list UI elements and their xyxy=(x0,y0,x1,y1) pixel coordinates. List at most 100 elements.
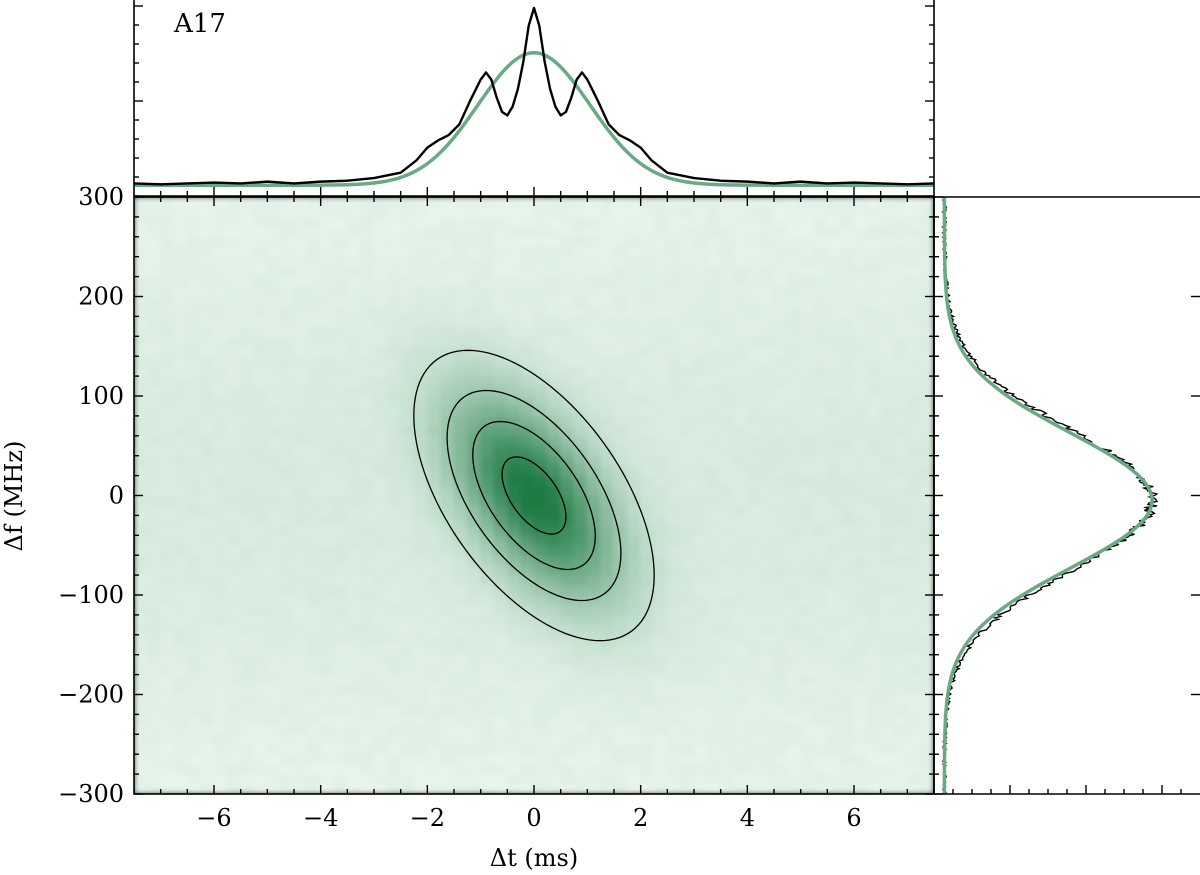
heatmap-cell xyxy=(293,544,308,556)
heatmap-cell xyxy=(880,256,895,268)
heatmap-cell xyxy=(146,564,162,576)
heatmap-cell xyxy=(280,634,295,646)
heatmap-cell xyxy=(426,385,442,397)
heatmap-cell xyxy=(173,395,188,407)
heatmap-cell xyxy=(800,365,815,377)
heatmap-cell xyxy=(386,256,402,268)
heatmap-cell xyxy=(560,256,575,268)
heatmap-cell xyxy=(426,206,442,218)
heatmap-cell xyxy=(680,365,695,377)
heatmap-cell xyxy=(893,325,908,337)
heatmap-cell xyxy=(266,783,282,794)
heatmap-cell xyxy=(573,315,588,327)
heatmap-cell xyxy=(733,514,748,526)
heatmap-cell xyxy=(173,455,188,467)
heatmap-cell xyxy=(213,604,228,616)
heatmap-cell xyxy=(533,395,548,407)
heatmap-cell xyxy=(653,405,668,417)
heatmap-cell xyxy=(226,236,242,248)
heatmap-cell xyxy=(733,355,748,367)
heatmap-cell xyxy=(146,445,162,457)
heatmap-cell xyxy=(680,256,695,268)
heatmap-cell xyxy=(266,435,282,447)
heatmap-cell xyxy=(666,246,682,258)
heatmap-cell xyxy=(786,584,802,596)
heatmap-cell xyxy=(893,256,908,268)
heatmap-cell xyxy=(853,694,868,705)
heatmap-cell xyxy=(200,335,215,347)
heatmap-cell xyxy=(920,495,934,506)
heatmap-cell xyxy=(866,395,882,407)
heatmap-cell xyxy=(813,763,828,775)
heatmap-cell xyxy=(533,475,548,487)
heatmap-cell xyxy=(320,783,335,794)
heatmap-cell xyxy=(426,644,442,656)
heatmap-cell xyxy=(226,296,242,307)
heatmap-cell xyxy=(134,753,148,765)
heatmap-cell xyxy=(306,236,322,248)
heatmap-cell xyxy=(880,703,895,715)
heatmap-cell xyxy=(346,664,362,676)
heatmap-cell xyxy=(306,355,322,367)
heatmap-cell xyxy=(466,674,482,686)
heatmap-cell xyxy=(693,684,708,695)
heatmap-cell xyxy=(813,375,828,387)
heatmap-cell xyxy=(826,504,842,516)
heatmap-cell xyxy=(134,723,148,735)
heatmap-cell xyxy=(573,425,588,437)
heatmap-cell xyxy=(146,266,162,278)
heatmap-cell xyxy=(426,763,442,775)
heatmap-cell xyxy=(586,534,602,546)
heatmap-cell xyxy=(493,296,508,307)
heatmap-cell xyxy=(306,197,322,208)
heatmap-cell xyxy=(746,256,762,268)
heatmap-cell xyxy=(306,773,322,785)
heatmap-cell xyxy=(213,584,228,596)
heatmap-cell xyxy=(293,315,308,327)
heatmap-cell xyxy=(520,286,535,297)
heatmap-cell xyxy=(373,495,388,506)
heatmap-cell xyxy=(333,266,348,278)
heatmap-cell xyxy=(426,554,442,566)
heatmap-cell xyxy=(146,405,162,417)
heatmap-cell xyxy=(213,504,228,516)
heatmap-cell xyxy=(906,445,922,457)
heatmap-cell xyxy=(346,276,362,288)
heatmap-cell xyxy=(226,475,242,487)
heatmap-cell xyxy=(493,435,508,447)
heatmap-cell xyxy=(573,266,588,278)
heatmap-cell xyxy=(240,604,255,616)
heatmap-cell xyxy=(173,644,188,656)
heatmap-cell xyxy=(640,365,655,377)
heatmap-cell xyxy=(706,574,722,586)
heatmap-cell xyxy=(720,335,735,347)
heatmap-cell xyxy=(226,763,242,775)
heatmap-cell xyxy=(880,445,895,457)
heatmap-cell xyxy=(746,415,762,427)
heatmap-cell xyxy=(533,733,548,745)
heatmap-cell xyxy=(760,256,775,268)
heatmap-cell xyxy=(600,385,615,397)
heatmap-cell xyxy=(200,415,215,427)
heatmap-cell xyxy=(786,684,802,695)
heatmap-cell xyxy=(853,305,868,317)
heatmap-cell xyxy=(573,226,588,238)
heatmap-cell xyxy=(440,197,455,208)
heatmap-cell xyxy=(346,216,362,228)
heatmap-cell xyxy=(920,256,934,268)
heatmap-cell xyxy=(306,504,322,516)
heatmap-cell xyxy=(360,465,375,477)
heatmap-cell xyxy=(466,226,482,238)
heatmap-cell xyxy=(693,564,708,576)
heatmap-cell xyxy=(280,286,295,297)
heatmap-cell xyxy=(400,485,415,496)
heatmap-cell xyxy=(226,435,242,447)
heatmap-cell xyxy=(533,694,548,705)
heatmap-cell xyxy=(480,216,495,228)
heatmap-cell xyxy=(173,584,188,596)
heatmap-cell xyxy=(306,246,322,258)
heatmap-cell xyxy=(546,315,562,327)
heatmap-cell xyxy=(546,703,562,715)
heatmap-cell xyxy=(666,684,682,695)
heatmap-cell xyxy=(813,256,828,268)
